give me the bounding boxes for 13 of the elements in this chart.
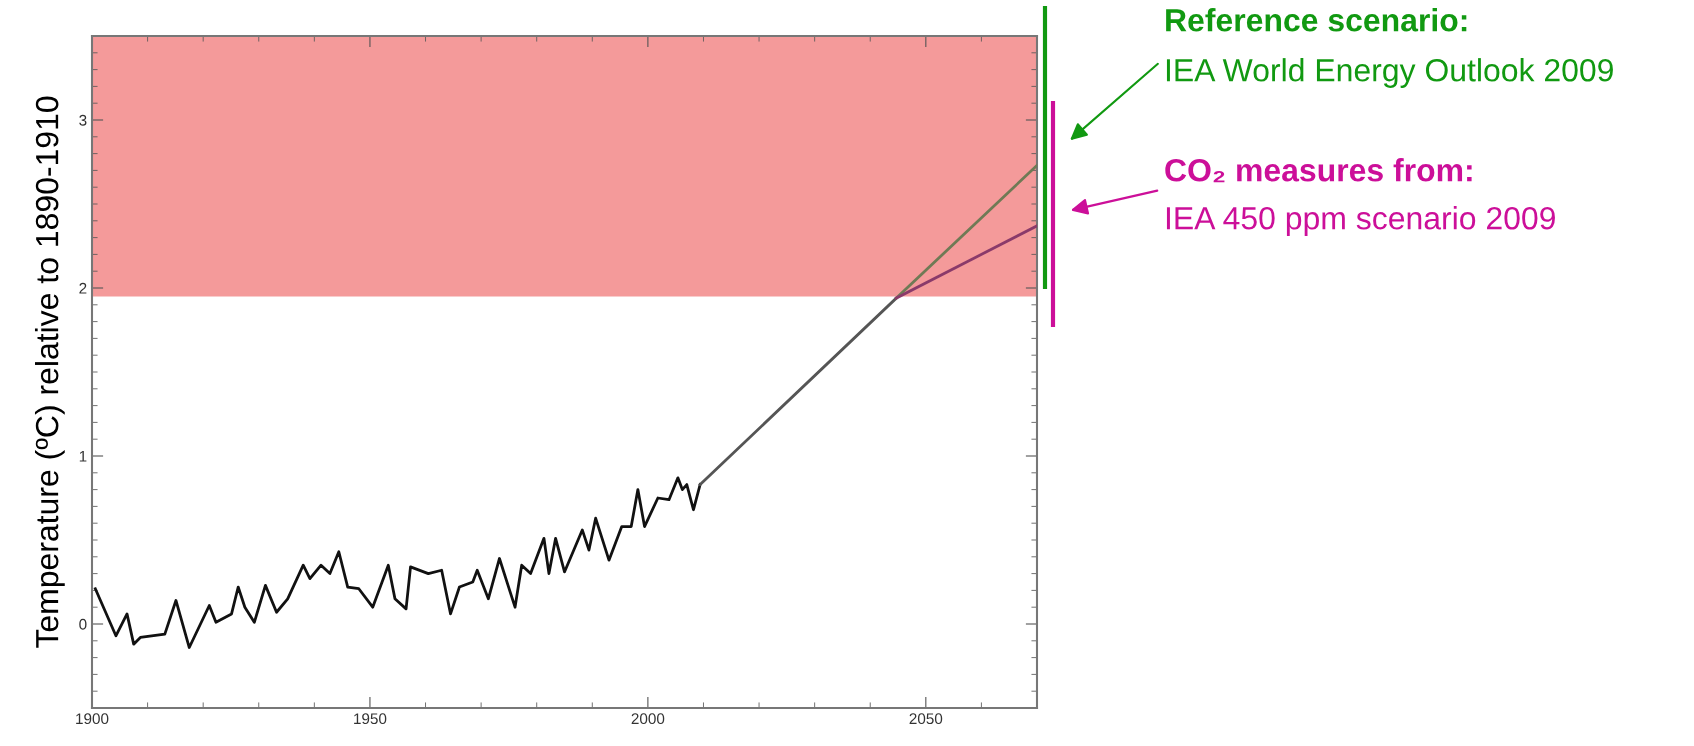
text: IEA 450 ppm scenario 2009 (1166, 206, 1555, 236)
text: Reference scenario: (1166, 8, 1467, 32)
y-tick-label: 0 (79, 618, 87, 630)
x-tick-label: 2050 (909, 713, 943, 725)
y-tick-label: 2 (79, 282, 87, 294)
x-tick-label: 2000 (631, 713, 665, 725)
text: CO₂ measures from: (1165, 158, 1472, 183)
text: IEA World Energy Outlook 2009 (1166, 58, 1613, 88)
x-tick-label: 1900 (76, 713, 109, 725)
y-tick-label: 3 (79, 114, 87, 126)
y-tick-label: 1 (79, 451, 87, 462)
x-tick-label: 1950 (354, 713, 387, 725)
y-axis-title: Temperature (ºC) relative to 1890-1910 (34, 96, 65, 648)
